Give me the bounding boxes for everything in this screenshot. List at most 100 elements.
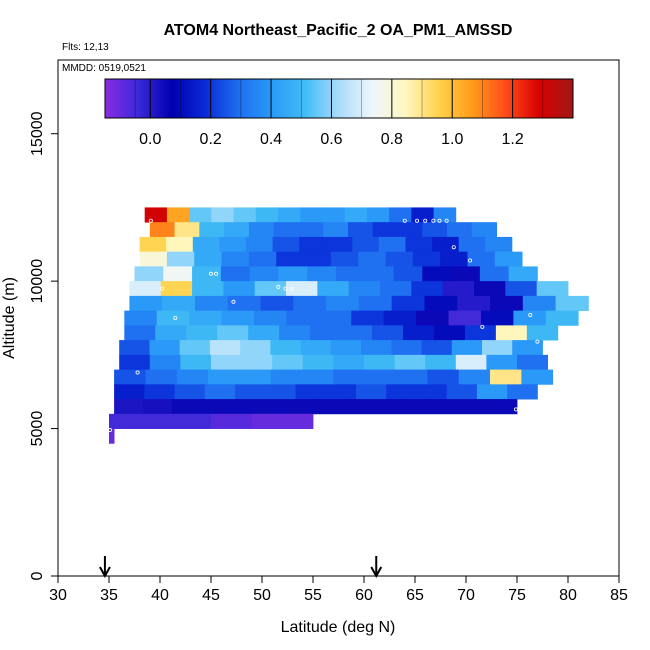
heatmap-cell — [227, 295, 261, 312]
heatmap-cell — [149, 413, 171, 429]
heatmap-cell — [134, 266, 164, 282]
heatmap-cell — [373, 399, 403, 415]
heatmap-cell — [211, 413, 232, 429]
x-tick-label: 75 — [508, 587, 526, 604]
heatmap-cell — [442, 281, 475, 297]
heatmap-cell — [351, 310, 385, 326]
colorbar-tick-label: 0.4 — [260, 131, 282, 148]
heatmap-cell — [471, 222, 497, 238]
heatmap-cell — [505, 281, 538, 297]
data-point — [208, 271, 213, 276]
heatmap-cell — [155, 325, 187, 341]
heatmap-cell — [211, 354, 242, 370]
heatmap-cell — [344, 207, 368, 223]
data-points — [108, 217, 546, 433]
heatmap-cell — [507, 384, 538, 400]
heatmap-cell — [479, 266, 510, 282]
heatmap-cell — [315, 399, 345, 415]
heatmap-cell — [459, 399, 489, 415]
heatmap-cell — [171, 399, 201, 415]
heatmap-cell — [194, 295, 229, 312]
heatmap-cell — [341, 325, 373, 341]
heatmap-cell — [326, 295, 360, 312]
heatmap-cell — [545, 310, 579, 326]
y-axis-label: Altitude (m) — [1, 277, 18, 359]
heatmap-cell — [476, 384, 508, 400]
heatmap-cell — [221, 251, 250, 267]
heatmap-cell — [286, 281, 318, 297]
heatmap-cell — [145, 369, 178, 385]
heatmap-cell — [389, 207, 412, 223]
heatmap-cell — [248, 251, 277, 267]
data-point — [283, 286, 288, 291]
data-point — [415, 218, 420, 223]
heatmap-cell — [166, 251, 195, 267]
colorbar-tick-label: 0.6 — [320, 131, 342, 148]
heatmap-cell — [295, 384, 327, 400]
heatmap-cell — [149, 354, 181, 370]
heatmap-cell — [464, 325, 497, 341]
latitude-arrow — [99, 556, 111, 579]
heatmap-cell — [303, 251, 332, 267]
x-tick-label: 50 — [253, 587, 271, 604]
heatmap-cell — [192, 236, 220, 253]
heatmap-cell — [272, 236, 300, 253]
heatmap-cell — [358, 295, 393, 312]
data-point — [173, 315, 178, 320]
heatmap-cell — [488, 399, 518, 415]
heatmap-cell — [298, 222, 324, 238]
heatmap-cell — [190, 413, 212, 429]
heatmap-cell — [440, 251, 468, 267]
annotations: Flts: 12,13 MMDD: 0519,0521 — [62, 42, 146, 74]
heatmap-cell — [292, 413, 314, 429]
heatmap-cell — [119, 354, 151, 370]
heatmap-cell — [239, 369, 272, 385]
heatmap-cell — [176, 369, 209, 385]
heatmap-cell — [412, 251, 441, 267]
heatmap-cell — [300, 207, 323, 223]
heatmap-cell — [455, 354, 487, 370]
heatmap-cell — [142, 399, 173, 415]
x-axis: 30 35 40 45 50 55 60 65 70 75 80 85 — [49, 576, 628, 604]
colorbar-tick-label: 0.2 — [200, 131, 222, 148]
heatmap-cell — [447, 222, 473, 238]
heatmap-cell — [480, 310, 514, 326]
data-point — [444, 218, 449, 223]
heatmap-cell — [245, 236, 273, 253]
heatmap-cell — [233, 207, 257, 223]
heatmap-cell — [411, 207, 434, 223]
data-point — [535, 339, 540, 344]
heatmap-cell — [433, 325, 466, 341]
heatmap-cell — [512, 340, 543, 356]
heatmap-cell — [364, 354, 395, 370]
colorbar-tick-label: 1.2 — [501, 131, 523, 148]
heatmap-cell — [383, 310, 417, 326]
heatmap-cell — [482, 340, 513, 356]
heatmap-cell — [536, 281, 569, 297]
data-point — [135, 370, 140, 375]
heatmap-cell — [467, 251, 496, 267]
heatmap-cell — [124, 325, 156, 341]
heatmap-cell — [300, 340, 332, 356]
heatmap-cell — [555, 295, 589, 312]
data-point — [437, 218, 442, 223]
heatmap-cell — [139, 251, 168, 267]
heatmap-cell — [170, 413, 191, 429]
heatmap-cell — [109, 428, 115, 444]
y-axis: 0 5000 10000 15000 — [29, 111, 58, 580]
heatmap-cell — [194, 251, 222, 267]
x-axis-label: Latitude (deg N) — [281, 619, 396, 636]
heatmap-cell — [211, 207, 234, 223]
heatmap-cell — [457, 295, 491, 312]
heatmap-cell — [166, 207, 190, 223]
heatmap-cell — [396, 369, 428, 385]
heatmap-cell — [522, 295, 557, 312]
heatmap-cell — [393, 266, 423, 282]
heatmap-cell — [401, 399, 432, 415]
latitude-arrow-markers — [99, 556, 383, 579]
heatmap-cell — [260, 295, 294, 312]
heatmap-cell — [355, 384, 387, 400]
heatmap-cell — [286, 310, 320, 326]
heatmap-cell — [416, 310, 449, 326]
heatmap-cell — [325, 236, 353, 253]
